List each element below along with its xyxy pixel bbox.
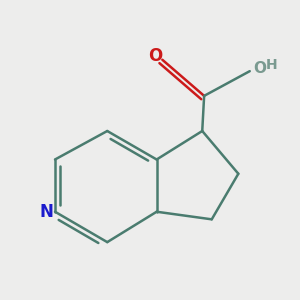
- Text: O: O: [254, 61, 266, 76]
- Text: N: N: [40, 203, 53, 221]
- Text: O: O: [148, 47, 163, 65]
- Text: H: H: [266, 58, 278, 73]
